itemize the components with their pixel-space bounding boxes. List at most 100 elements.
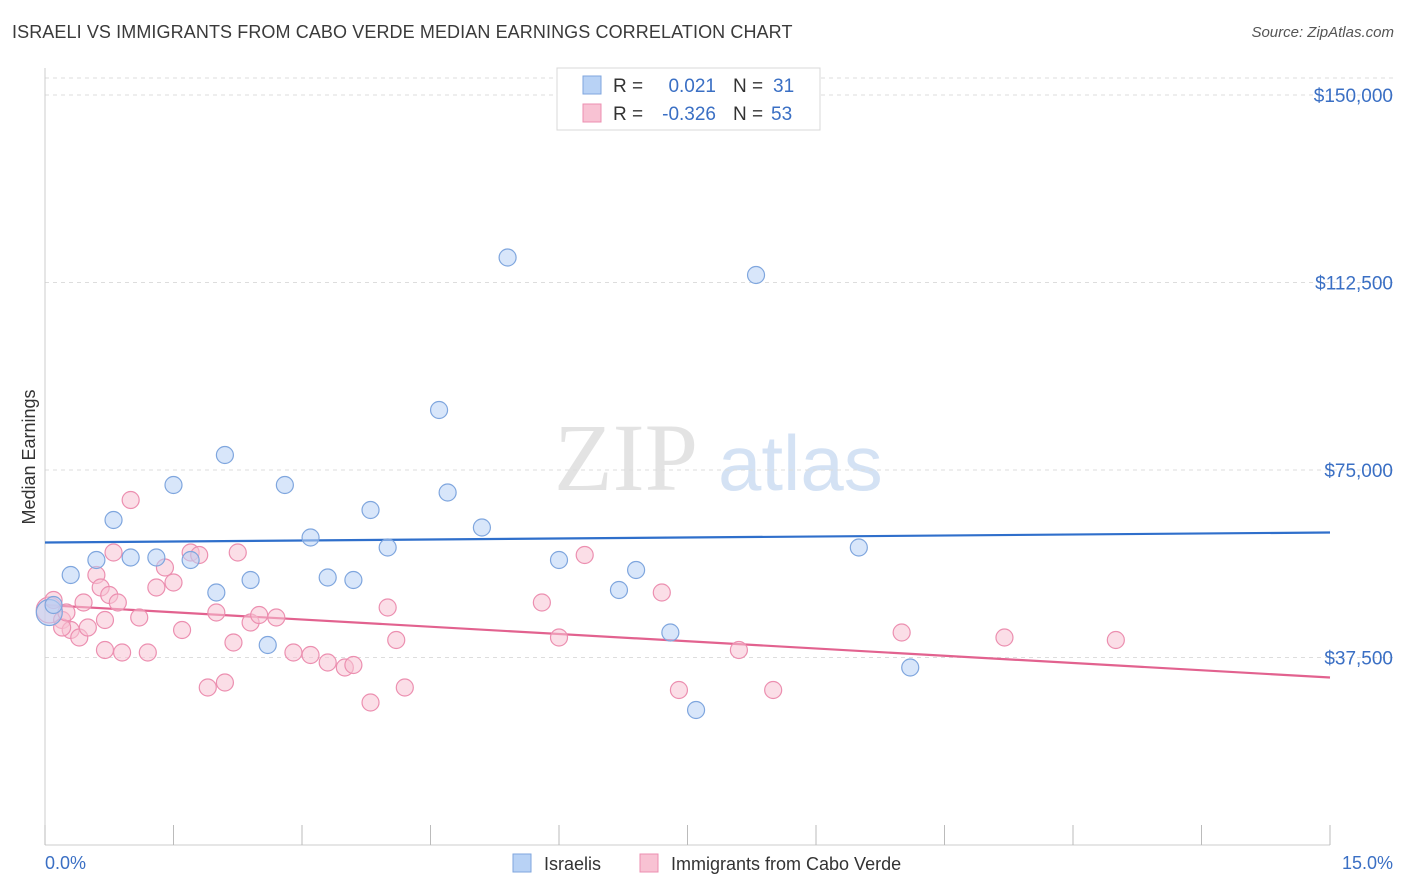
pink-point-37 (361, 693, 380, 712)
pink-point-30 (250, 605, 269, 625)
blue-point-7 (164, 475, 183, 495)
blue-point-11 (241, 570, 260, 590)
blue-point-8 (181, 550, 200, 570)
blue-point-12 (258, 635, 277, 655)
pink-point-38 (378, 598, 397, 617)
y-tick-label-1: $75,000 (1324, 461, 1393, 482)
blue-point-27 (686, 700, 706, 720)
blue-point-21 (472, 518, 491, 537)
blue-point-29 (849, 538, 868, 557)
pink-point-10 (95, 640, 115, 660)
blue-point-6 (147, 548, 166, 567)
watermark-atlas: atlas (718, 419, 883, 507)
pink-point-43 (575, 545, 594, 565)
blue-point-4 (104, 510, 123, 530)
blue-point-26 (661, 623, 680, 642)
blue-point-10 (215, 445, 234, 465)
pink-point-33 (301, 645, 320, 665)
pink-point-24 (198, 678, 217, 697)
pink-point-45 (669, 680, 689, 700)
grid-lines (45, 77, 1395, 658)
pink-point-34 (318, 653, 337, 672)
blue-point-30 (901, 658, 920, 677)
blue-point-18 (378, 538, 397, 557)
blue-point-2 (61, 565, 80, 585)
pink-point-44 (652, 583, 671, 602)
pink-point-32 (284, 643, 303, 662)
pink-point-21 (172, 620, 192, 640)
axes (44, 68, 1331, 846)
y-tick-label-0: $37,500 (1324, 649, 1393, 670)
pink-point-31 (267, 608, 286, 627)
pink-point-41 (532, 593, 551, 612)
pink-point-48 (892, 623, 911, 642)
pink-point-12 (104, 543, 123, 562)
blue-point-15 (318, 568, 337, 587)
blue-point-3 (87, 550, 106, 570)
pink-point-16 (130, 608, 149, 627)
pink-point-25 (207, 603, 226, 622)
pink-point-47 (764, 680, 783, 700)
pink-point-17 (138, 643, 157, 662)
blue-trend-line (44, 531, 1331, 544)
pink-point-50 (1106, 630, 1125, 650)
pink-point-6 (78, 618, 97, 637)
chart-title: ISRAELI VS IMMIGRANTS FROM CABO VERDE ME… (12, 22, 793, 42)
blue-point-13 (275, 475, 294, 495)
bottom-legend-label-blue: Israelis (544, 854, 601, 874)
pink-point-9 (95, 610, 115, 630)
watermark-zip: ZIP (554, 404, 698, 511)
pink-point-28 (228, 543, 247, 562)
pink-point-36 (344, 655, 363, 675)
x-tick-label-1: 15.0% (1342, 853, 1393, 873)
legend-r-label-pink: R = (613, 104, 643, 125)
legend-swatch-blue (582, 75, 602, 95)
bottom-legend-swatch-pink (639, 853, 659, 873)
legend-r-value-blue: 0.021 (668, 76, 716, 97)
pink-point-5 (74, 593, 93, 612)
bottom-legend: Israelis Immigrants from Cabo Verde (512, 853, 901, 874)
blue-point-17 (361, 500, 380, 520)
data-points (35, 248, 1125, 720)
blue-point-19 (429, 400, 449, 420)
pink-point-26 (215, 673, 234, 692)
pink-point-46 (729, 640, 749, 660)
x-tick-label-0: 0.0% (45, 853, 86, 873)
pink-point-18 (147, 578, 166, 597)
pink-point-13 (108, 593, 127, 612)
top-legend: R = 0.021 N = 31 R = -0.326 N = 53 (556, 67, 821, 131)
blue-point-25 (626, 560, 646, 580)
y-tick-label-2: $112,500 (1315, 274, 1393, 295)
blue-point-1 (44, 595, 63, 615)
legend-swatch-pink (582, 103, 602, 123)
legend-r-value-pink: -0.326 (662, 104, 716, 125)
legend-n-label-pink: N = (733, 104, 763, 125)
blue-point-16 (344, 570, 363, 590)
legend-r-label-blue: R = (613, 76, 643, 97)
blue-point-9 (207, 583, 226, 602)
bottom-legend-label-pink: Immigrants from Cabo Verde (671, 854, 901, 874)
pink-point-15 (121, 490, 140, 510)
bottom-legend-swatch-blue (512, 853, 532, 873)
pink-point-40 (395, 678, 414, 697)
x-tick-labels: 0.0% 15.0% (45, 853, 1393, 873)
source-label: Source: ZipAtlas.com (1251, 24, 1394, 41)
blue-point-28 (746, 265, 766, 285)
pink-point-27 (224, 633, 243, 652)
legend-n-value-pink: 53 (771, 104, 792, 125)
pink-point-49 (995, 628, 1014, 647)
blue-point-20 (438, 483, 457, 502)
legend-n-value-blue: 31 (773, 76, 794, 97)
blue-point-24 (609, 580, 629, 600)
y-axis-title: Median Earnings (19, 389, 39, 524)
pink-point-20 (164, 573, 183, 592)
pink-point-39 (387, 630, 406, 650)
pink-point-14 (112, 643, 132, 662)
blue-point-5 (121, 548, 140, 567)
blue-point-14 (301, 528, 320, 547)
pink-point-42 (549, 628, 569, 647)
blue-point-22 (498, 248, 517, 267)
blue-point-23 (549, 550, 569, 570)
legend-n-label-blue: N = (733, 76, 763, 97)
